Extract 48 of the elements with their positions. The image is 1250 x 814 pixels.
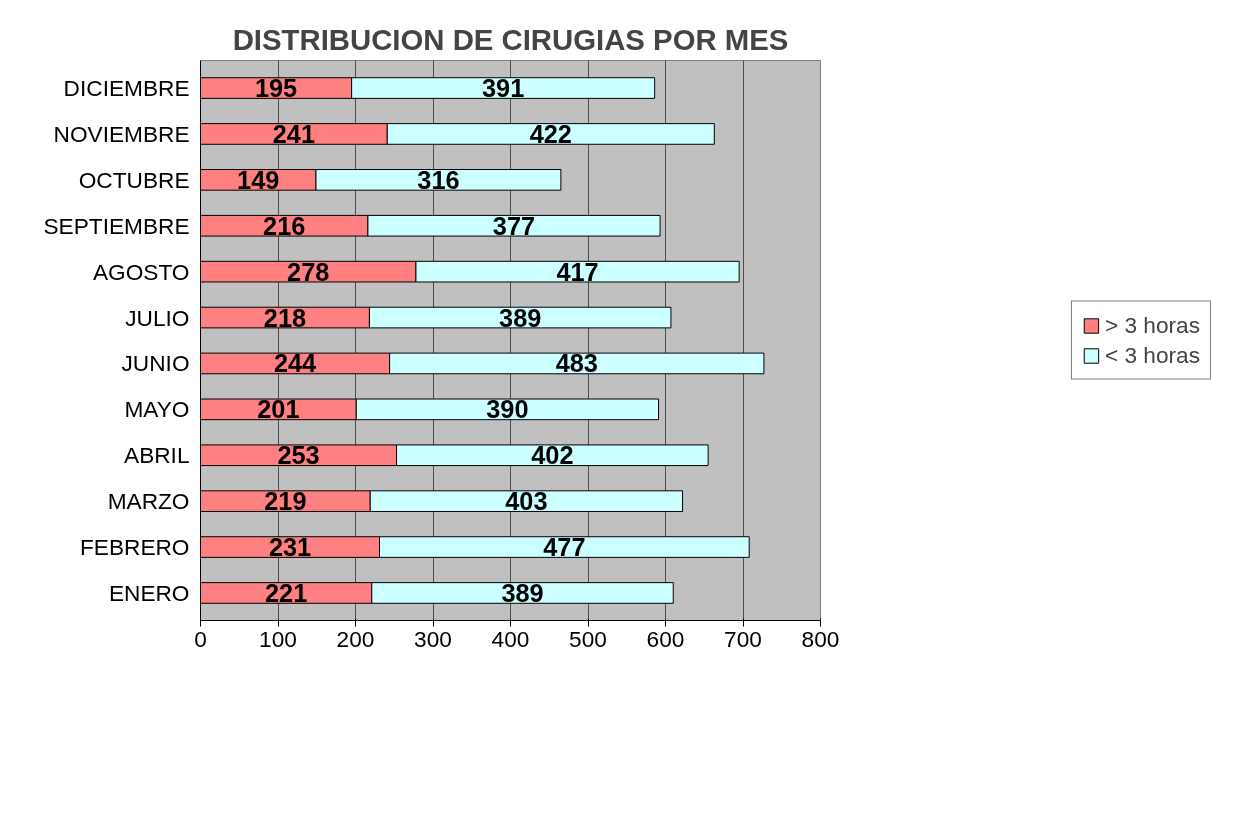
x-tick-label: 500 (569, 625, 607, 652)
x-tick-label: 300 (414, 625, 452, 652)
data-label: 483 (555, 349, 598, 378)
y-tick-label: DICIEMBRE (63, 75, 190, 102)
data-label: 402 (531, 441, 574, 470)
data-label: 219 (264, 487, 307, 516)
y-tick-label: OCTUBRE (78, 166, 190, 193)
x-tick-label: 600 (646, 625, 685, 652)
y-tick-label: JUNIO (121, 350, 190, 377)
data-label: 389 (501, 578, 544, 607)
y-tick-label: MAYO (124, 396, 190, 423)
data-label: 391 (482, 74, 525, 103)
data-label: 253 (277, 441, 320, 470)
data-label: 149 (237, 165, 280, 194)
data-label: 201 (257, 395, 300, 424)
x-tick-label: 700 (724, 625, 762, 652)
x-tick-label: 0 (194, 625, 207, 652)
data-label: 241 (272, 119, 316, 148)
data-label: 218 (263, 303, 307, 332)
x-tick-label: 200 (336, 625, 375, 652)
data-label: 403 (505, 487, 548, 516)
data-label: 195 (254, 74, 298, 103)
data-label: 278 (287, 257, 330, 286)
data-label: 422 (529, 119, 572, 148)
y-tick-label: MARZO (107, 488, 190, 515)
data-label: 377 (492, 211, 536, 240)
y-tick-label: AGOSTO (92, 258, 190, 285)
data-label: 221 (265, 578, 308, 607)
y-tick-label: NOVIEMBRE (53, 120, 190, 147)
y-tick-label: JULIO (125, 304, 190, 331)
data-label: 216 (263, 211, 306, 240)
x-tick-label: 800 (801, 625, 840, 652)
data-label: 316 (417, 165, 460, 194)
legend-label: < 3 horas (1104, 341, 1201, 369)
data-label: 477 (543, 533, 586, 562)
data-label: 244 (273, 349, 317, 378)
data-label: 417 (556, 257, 599, 286)
chart-title: DISTRIBUCION DE CIRUGIAS POR MES (232, 22, 789, 56)
y-tick-label: FEBRERO (79, 534, 190, 561)
y-tick-label: ABRIL (124, 442, 190, 469)
x-tick-label: 100 (259, 625, 297, 652)
legend-label: > 3 horas (1104, 311, 1201, 339)
data-label: 231 (268, 533, 312, 562)
x-tick-label: 400 (491, 625, 530, 652)
y-tick-label: ENERO (108, 579, 190, 606)
y-tick-label: SEPTIEMBRE (43, 212, 190, 239)
data-label: 390 (486, 395, 529, 424)
data-label: 389 (499, 303, 542, 332)
